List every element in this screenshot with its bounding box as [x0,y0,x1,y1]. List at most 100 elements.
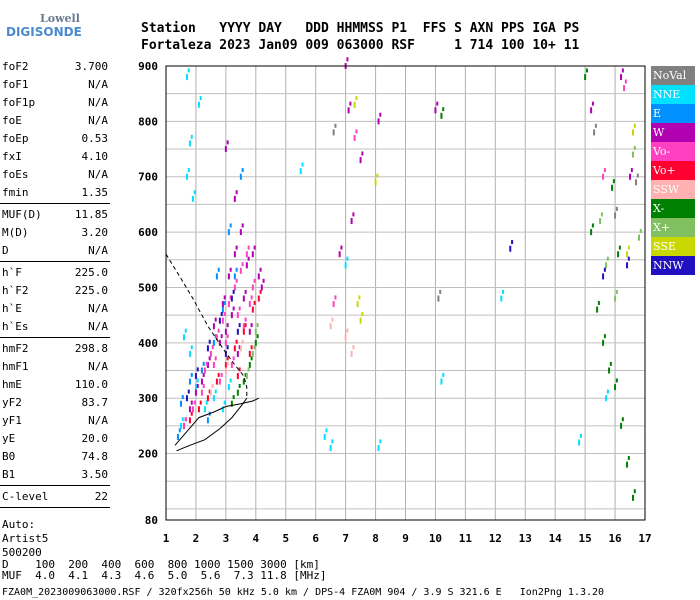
echo-mark [200,378,203,385]
echo-mark [578,439,581,446]
param-row: fmin 1.35 [0,184,110,202]
echo-mark [190,372,193,377]
x-tick-label: 2 [193,532,200,545]
legend-item: NoVal [651,66,695,85]
echo-mark [606,256,609,261]
auto-line: Artist5 [2,532,49,545]
param-value: N/A [88,96,108,109]
param-row: yF1 N/A [0,412,110,430]
echo-mark [224,361,227,368]
muf-table: D 100 200 400 600 800 1000 1500 3000 [km… [2,559,327,581]
echo-mark [190,345,193,350]
param-row: MUF(D) 11.85 [0,206,110,224]
echo-mark [196,367,199,372]
echo-mark [226,323,229,328]
echo-mark [440,112,443,119]
echo-mark [244,289,247,294]
echo-mark [197,101,200,108]
echo-mark [181,395,184,400]
echo-mark [197,406,200,413]
echo-mark [259,289,262,294]
echo-mark [211,384,214,389]
param-label: hmF1 [2,360,29,373]
echo-mark [178,428,181,433]
echo-mark [349,101,352,106]
muf-row: MUF 4.0 4.1 4.3 4.6 5.0 5.6 7.3 11.8 [MH… [2,569,327,582]
echo-mark [347,107,350,114]
param-value: N/A [88,320,108,333]
param-label: foEp [2,132,29,145]
echo-mark [208,339,211,344]
echo-mark [584,74,587,81]
echo-mark [229,267,232,272]
profile-curves [165,253,260,452]
station-header: Station YYYY DAY DDD HHMMSS P1 FFS S AXN… [141,20,579,54]
echo-mark [230,312,233,319]
x-tick-label: 4 [253,532,260,545]
param-row: B0 74.8 [0,448,110,466]
echo-mark [377,445,380,452]
echo-mark [377,118,380,125]
echo-mark [223,400,226,405]
echo-mark [190,400,193,405]
param-value: 22 [94,490,108,503]
header-values: Fortaleza 2023 Jan09 009 063000 RSF 1 71… [141,38,580,53]
echo-mark [500,295,503,302]
echo-mark [361,312,364,317]
y-tick-label: 700 [138,171,158,184]
panel-separator [0,485,110,486]
echo-mark [359,157,362,164]
param-label: fxI [2,150,22,163]
echo-mark [332,129,335,136]
echo-mark [230,295,233,302]
echo-mark [244,323,247,328]
echo-mark [596,306,599,313]
y-tick-label: 80 [145,514,158,527]
echo-mark [509,245,512,252]
echo-mark [244,372,247,377]
echo-mark [614,212,617,219]
x-tick-label: 5 [282,532,289,545]
echo-mark [253,278,256,283]
echo-mark [353,134,356,141]
echo-mark [325,428,328,433]
echo-mark [611,184,614,191]
echo-mark [242,295,245,302]
echo-mark [627,256,630,261]
echo-mark [353,101,356,108]
legend-item: SSW [651,180,695,199]
echo-mark [203,406,206,413]
param-value: 11.85 [74,208,108,221]
echo-mark [250,345,253,350]
echo-mark [329,445,332,452]
echo-mark [590,229,593,236]
echo-mark [241,223,244,228]
distance-row: D 100 200 400 600 800 1000 1500 3000 [km… [2,558,320,571]
echo-mark [211,345,214,350]
echo-mark [202,384,205,389]
echo-mark [442,107,445,112]
x-tick-label: 7 [342,532,349,545]
param-label: fmin [2,186,29,199]
param-row: hmF2 298.8 [0,340,110,358]
param-label: C-level [2,490,49,503]
echo-mark [597,300,600,305]
param-row: h`Es N/A [0,318,110,336]
echo-mark [187,389,190,394]
param-label: foF2 [2,60,29,73]
param-value: N/A [88,302,108,315]
echo-mark [214,334,217,339]
echo-mark [200,367,203,374]
echo-mark [206,361,209,368]
echo-mark [633,145,636,150]
param-row: foEp 0.53 [0,130,110,148]
echo-mark [232,395,235,400]
echo-mark [632,494,635,501]
param-value: N/A [88,168,108,181]
param-label: foF1p [2,96,36,109]
echo-mark [203,367,206,374]
echo-mark [334,123,337,128]
param-label: B1 [2,468,16,481]
echo-mark [262,278,265,283]
